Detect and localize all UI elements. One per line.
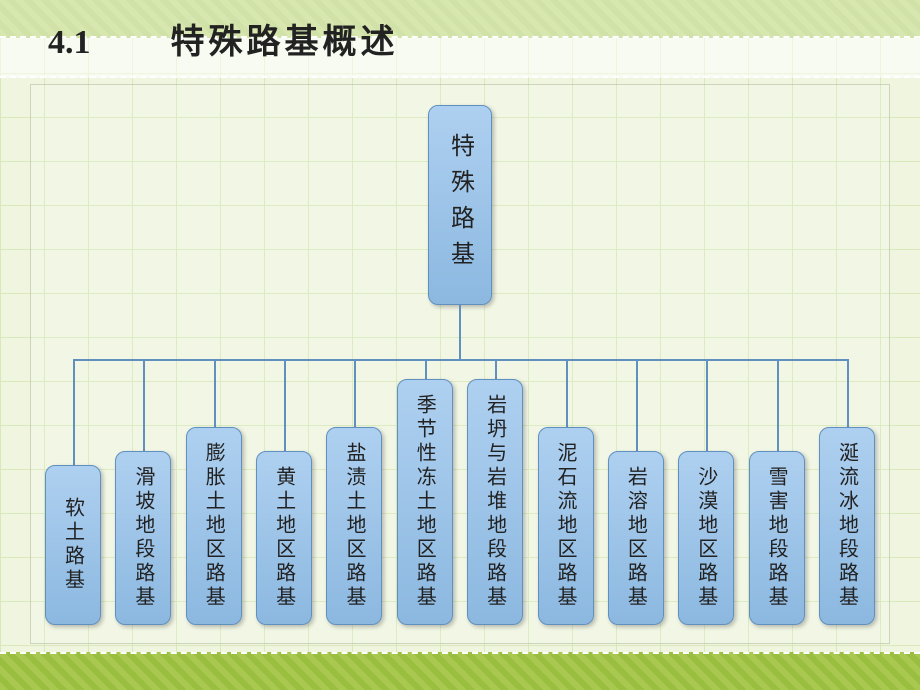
bottom-band: [0, 652, 920, 690]
section-title: 特殊路基概述: [171, 14, 399, 63]
root-node-wrap: 特殊路基: [428, 105, 492, 305]
connector-hline: [74, 359, 848, 361]
connector-root-vline: [459, 305, 461, 359]
child-node: 岩坍与岩堆地段路基: [467, 379, 523, 625]
slide: 4.1 特殊路基概述 特殊路基 软土路基滑坡地段路基膨胀土地区路基黄土地区路基盐…: [0, 0, 920, 690]
child-node: 岩溶地区路基: [608, 451, 664, 625]
child-node: 泥石流地区路基: [538, 427, 594, 625]
child-node: 膨胀土地区路基: [186, 427, 242, 625]
child-node: 滑坡地段路基: [115, 451, 171, 625]
root-node: 特殊路基: [428, 105, 492, 305]
child-node: 雪害地段路基: [749, 451, 805, 625]
child-node: 沙漠地区路基: [678, 451, 734, 625]
children-row: 软土路基滑坡地段路基膨胀土地区路基黄土地区路基盐渍土地区路基季节性冻土地区路基岩…: [45, 365, 875, 625]
content-area: 特殊路基 软土路基滑坡地段路基膨胀土地区路基黄土地区路基盐渍土地区路基季节性冻土…: [30, 84, 890, 644]
child-node: 黄土地区路基: [256, 451, 312, 625]
section-number: 4.1: [48, 24, 91, 62]
child-node: 软土路基: [45, 465, 101, 625]
child-node: 季节性冻土地区路基: [397, 379, 453, 625]
child-node: 涎流冰地段路基: [819, 427, 875, 625]
header: 4.1 特殊路基概述: [0, 0, 920, 78]
child-node: 盐渍土地区路基: [326, 427, 382, 625]
